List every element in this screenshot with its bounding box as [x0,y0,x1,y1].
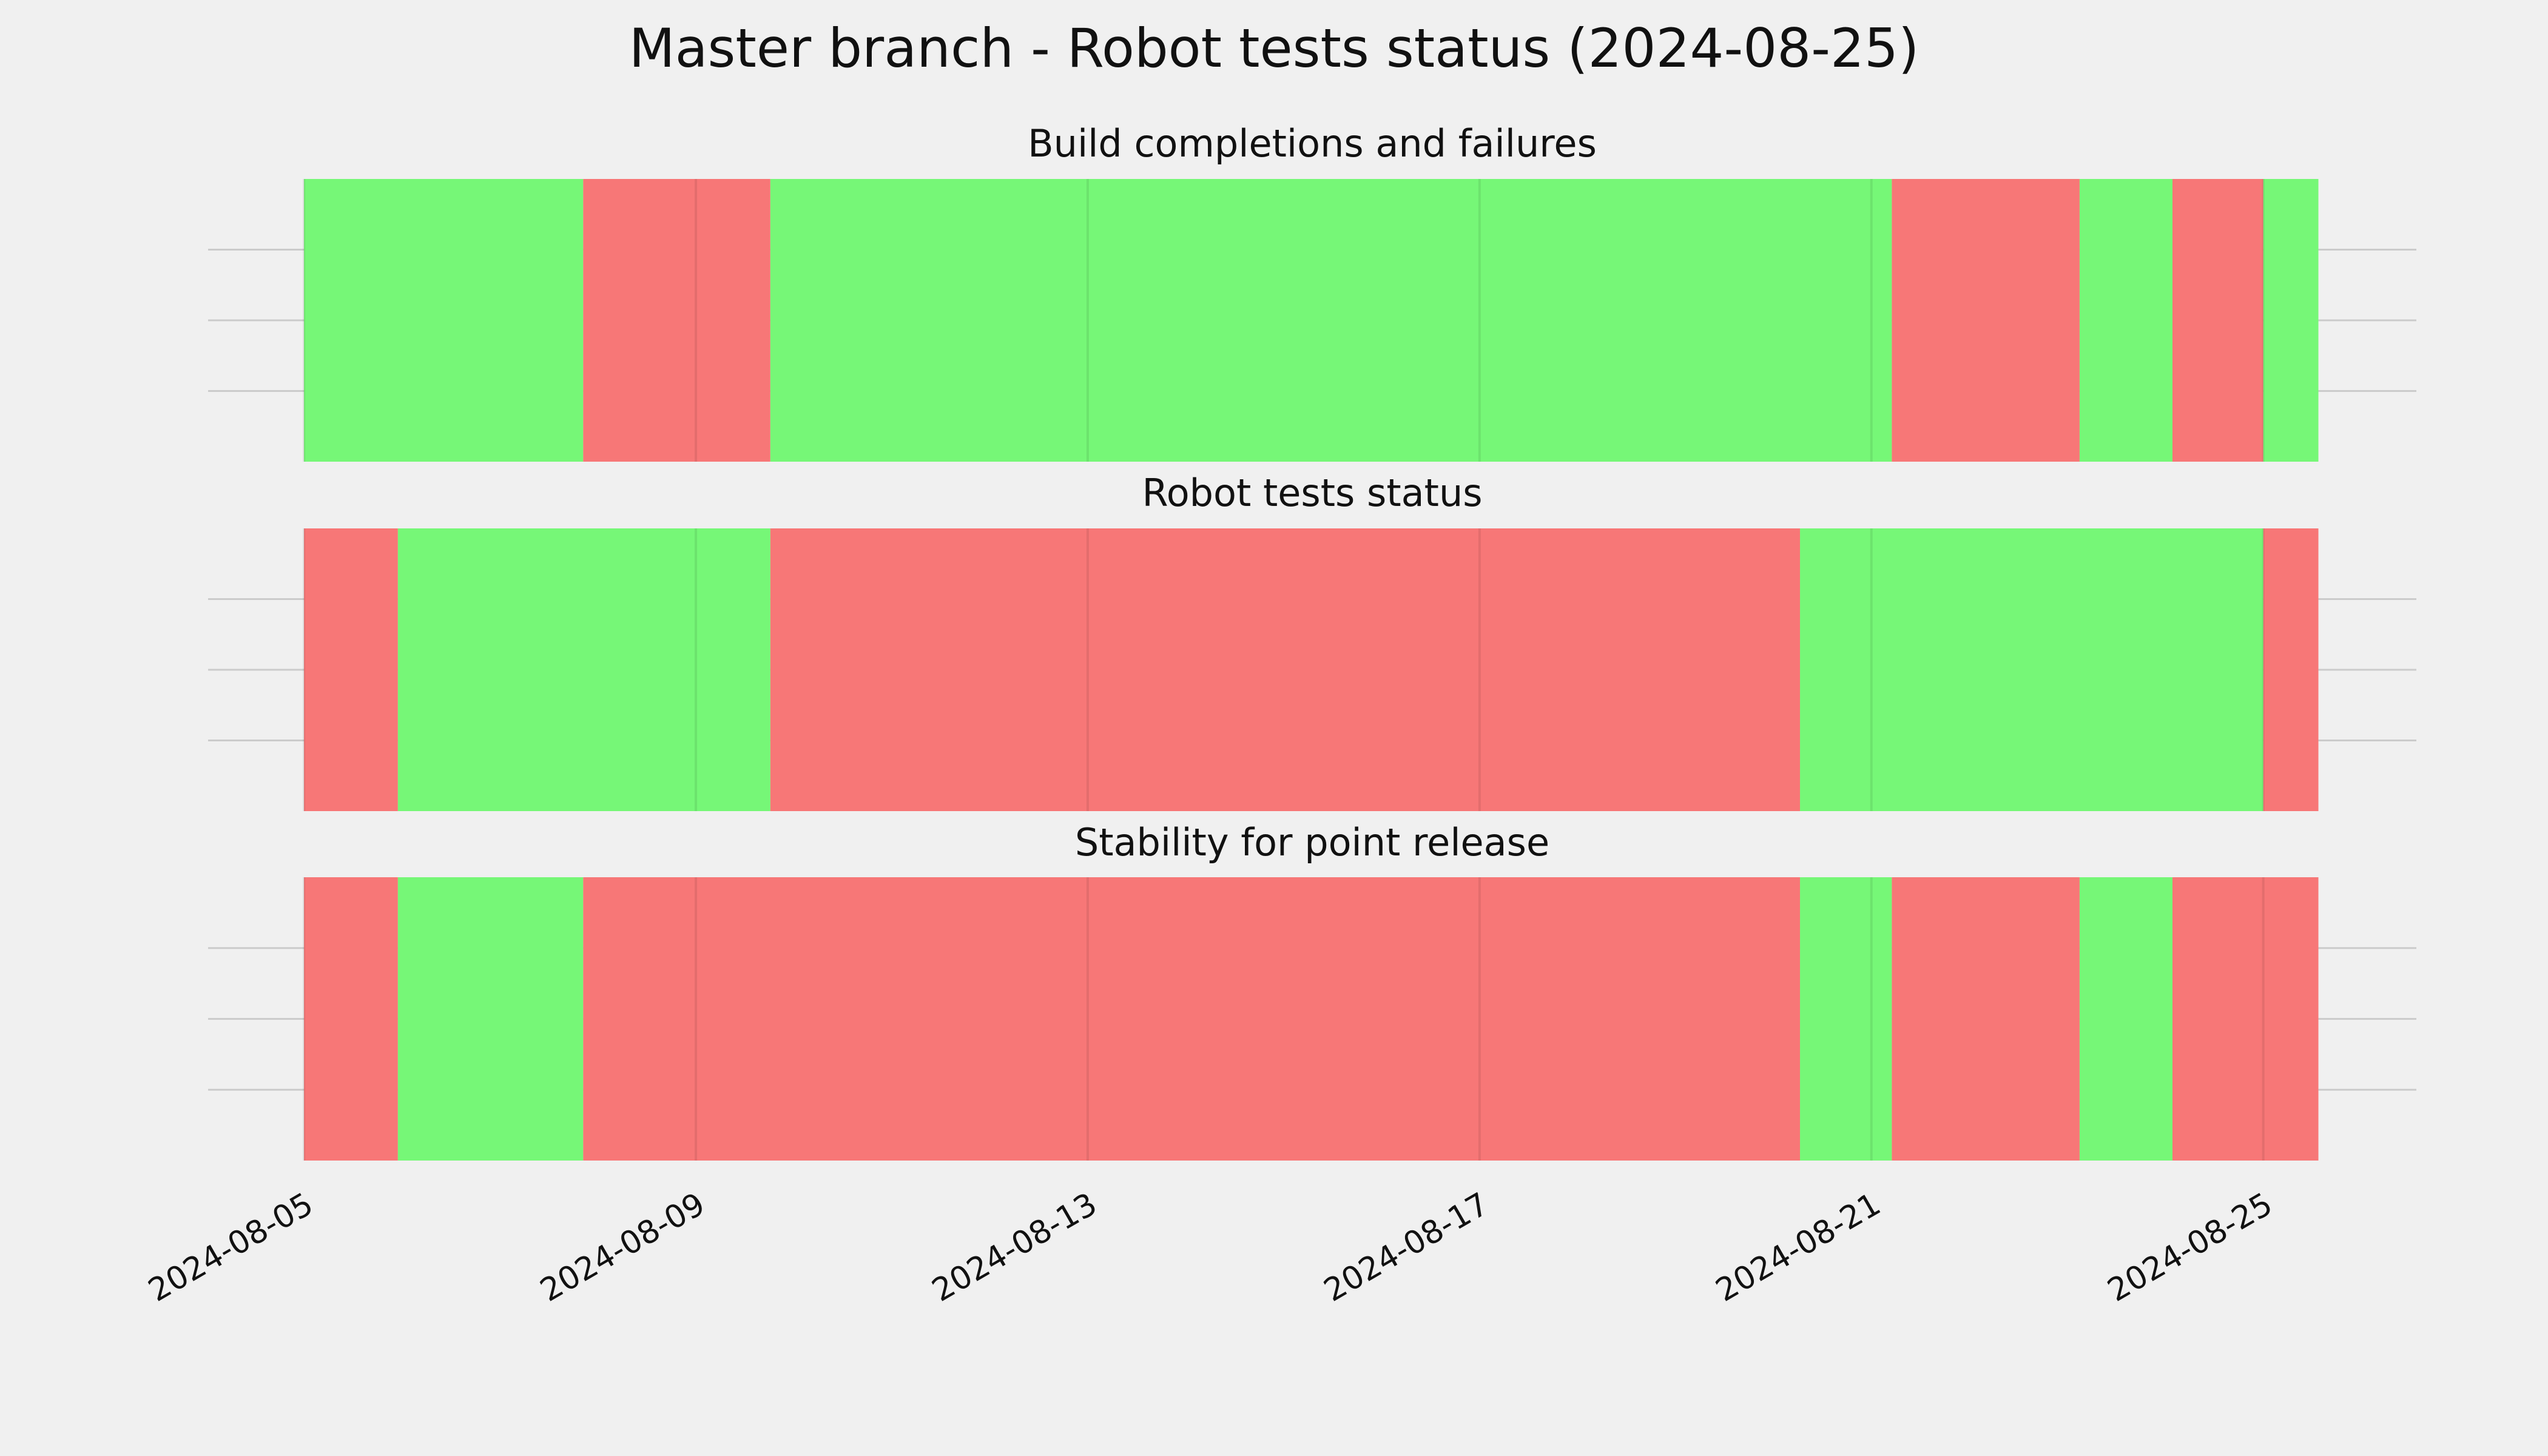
subplot-title: Robot tests status [1142,471,1482,515]
status-segment [2172,877,2319,1161]
status-segment [1892,877,2080,1161]
status-segment [2079,877,2172,1161]
status-segment [2079,179,2172,462]
status-segment [397,528,770,811]
status-segment [2172,179,2263,462]
status-segment [304,179,584,462]
status-segment [770,528,1801,811]
status-segment [2263,528,2319,811]
status-segment [304,877,398,1161]
status-segment [397,877,584,1161]
subplot-title: Build completions and failures [1028,121,1597,166]
status-segment [1800,877,1892,1161]
status-segment [770,179,1892,462]
status-segment [304,528,398,811]
status-segment [583,877,1801,1161]
status-segment [583,179,770,462]
subplot-title: Stability for point release [1075,820,1549,864]
status-segment [1892,179,2080,462]
status-segment [1800,528,2263,811]
status-segment [2263,179,2319,462]
figure-title: Master branch - Robot tests status (2024… [629,17,1919,79]
